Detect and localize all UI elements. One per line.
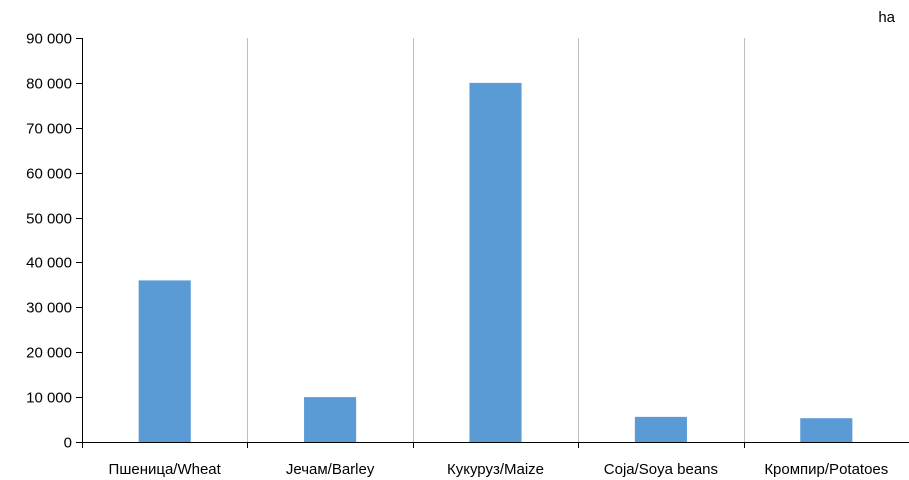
y-tick-label: 80 000	[26, 76, 72, 93]
y-tick-label: 70 000	[26, 121, 72, 138]
unit-label: ha	[878, 9, 895, 26]
x-tick-label: Пшеница/Wheat	[109, 461, 222, 478]
bar	[800, 418, 853, 442]
bar	[304, 397, 357, 442]
bar	[634, 416, 687, 442]
bars	[138, 82, 853, 442]
y-axis-ticks: 0 10 000 20 000 30 000 40 000 50 000 60 000 70 …	[26, 31, 82, 452]
axes	[82, 38, 909, 443]
x-axis-ticks: Пшеница/Wheat Јечам/Barley Кукуруз/Maize Со…	[82, 442, 888, 478]
y-tick-label: 0	[64, 435, 72, 452]
bar	[469, 82, 522, 442]
y-tick-label: 30 000	[26, 300, 72, 317]
x-tick-label: Кромпир/Potatoes	[764, 461, 888, 478]
x-tick-label: Јечам/Barley	[286, 461, 375, 478]
y-tick-label: 60 000	[26, 166, 72, 183]
x-tick-label: Соја/Soya beans	[604, 461, 718, 478]
y-tick-label: 20 000	[26, 345, 72, 362]
grid-lines	[247, 38, 745, 442]
y-tick-label: 90 000	[26, 31, 72, 48]
y-tick-label: 50 000	[26, 211, 72, 228]
bar	[138, 280, 191, 442]
x-tick-label: Кукуруз/Maize	[447, 461, 544, 478]
y-tick-label: 40 000	[26, 255, 72, 272]
y-tick-label: 10 000	[26, 390, 72, 407]
